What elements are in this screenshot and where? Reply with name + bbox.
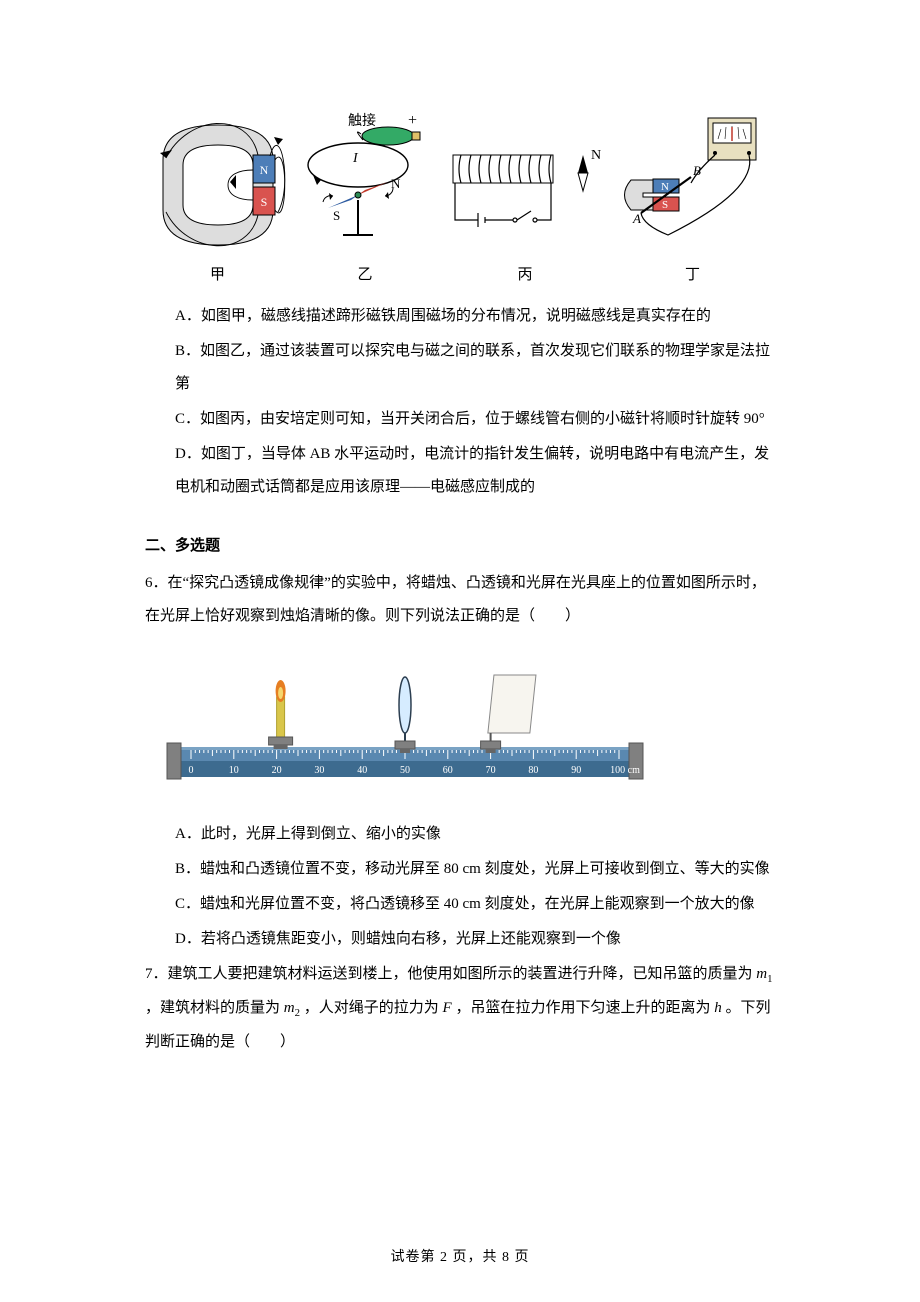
svg-text:10: 10: [229, 765, 239, 776]
svg-text:A: A: [632, 211, 641, 226]
q6-option-b: B．蜡烛和凸透镜位置不变，移动光屏至 80 cm 刻度处，光屏上可接收到倒立、等…: [145, 853, 775, 886]
svg-text:N: N: [591, 148, 601, 163]
q6-option-c: C．蜡烛和光屏位置不变，将凸透镜移至 40 cm 刻度处，在光屏上能观察到一个放…: [145, 888, 775, 921]
q5-option-a: A．如图甲，磁感线描述蹄形磁铁周围磁场的分布情况，说明磁感线是真实存在的: [145, 300, 775, 333]
q7-stem-pre: 7．建筑工人要把建筑材料运送到楼上，他使用如图所示的装置进行升降，已知吊篮的质量…: [145, 966, 756, 982]
figure-bing-label: 丙: [517, 259, 532, 292]
q7-stem-mid3: ，吊篮在拉力作用下匀速上升的距离为: [452, 1000, 715, 1016]
q7-h: h: [714, 1000, 722, 1016]
figure-jia-label: 甲: [210, 259, 225, 292]
svg-text:50: 50: [400, 765, 410, 776]
q5-option-d: D．如图丁，当导体 AB 水平运动时，电流计的指针发生偏转，说明电路中有电流产生…: [145, 438, 775, 504]
section2-title: 二、多选题: [145, 530, 775, 563]
q5-figure-row: N S 甲 触接 +: [145, 110, 775, 292]
svg-text:80: 80: [528, 765, 538, 776]
svg-text:S: S: [260, 195, 267, 209]
svg-text:N: N: [661, 181, 669, 193]
svg-text:40: 40: [357, 765, 367, 776]
svg-text:70: 70: [486, 765, 496, 776]
svg-text:I: I: [352, 151, 359, 166]
q7-m2: m: [284, 1000, 295, 1016]
q7-F: F: [443, 1000, 452, 1016]
svg-text:30: 30: [314, 765, 324, 776]
q6: 6．在“探究凸透镜成像规律”的实验中，将蜡烛、凸透镜和光屏在光具座上的位置如图所…: [145, 567, 775, 956]
figure-bing-svg: N: [443, 135, 608, 255]
q6-figure: 0 10 20 30 40 50 60 70 80 90 100 cm: [165, 647, 775, 810]
figure-ding-svg: N S A B: [613, 115, 773, 255]
q7: 7．建筑工人要把建筑材料运送到楼上，他使用如图所示的装置进行升降，已知吊篮的质量…: [145, 958, 775, 1059]
figure-ding: N S A B 丁: [613, 115, 773, 292]
svg-text:触接: 触接: [348, 112, 376, 129]
svg-text:90: 90: [571, 765, 581, 776]
q5-option-c: C．如图丙，由安培定则可知，当开关闭合后，位于螺线管右侧的小磁针将顺时针旋转 9…: [145, 403, 775, 436]
svg-text:20: 20: [272, 765, 282, 776]
svg-text:0: 0: [189, 765, 194, 776]
svg-text:100 cm: 100 cm: [610, 765, 640, 776]
q7-stem-mid2: ，人对绳子的拉力为: [300, 1000, 443, 1016]
figure-yi-label: 乙: [357, 259, 372, 292]
svg-text:N: N: [259, 163, 268, 177]
q7-stem-mid1: ，建筑材料的质量为: [145, 1000, 284, 1016]
svg-text:60: 60: [443, 765, 453, 776]
q6-option-a: A．此时，光屏上得到倒立、缩小的实像: [145, 818, 775, 851]
figure-yi: 触接 + I S N 乙: [293, 110, 438, 292]
page-footer: 试卷第 2 页，共 8 页: [0, 1243, 920, 1274]
figure-jia: N S 甲: [148, 110, 288, 292]
q6-option-d: D．若将凸透镜焦距变小，则蜡烛向右移，光屏上还能观察到一个像: [145, 923, 775, 956]
q7-m1-sub: 1: [767, 973, 772, 985]
q6-optics-svg: 0 10 20 30 40 50 60 70 80 90 100 cm: [165, 647, 645, 797]
svg-text:B: B: [693, 163, 701, 178]
svg-text:S: S: [661, 199, 667, 211]
figure-bing: N 丙: [443, 135, 608, 292]
q5-option-b: B．如图乙，通过该装置可以探究电与磁之间的联系，首次发现它们联系的物理学家是法拉…: [145, 335, 775, 401]
q6-stem: 6．在“探究凸透镜成像规律”的实验中，将蜡烛、凸透镜和光屏在光具座上的位置如图所…: [145, 567, 775, 633]
q7-m1: m: [756, 966, 767, 982]
figure-ding-label: 丁: [685, 259, 700, 292]
svg-text:S: S: [333, 208, 340, 223]
figure-jia-svg: N S: [148, 110, 288, 255]
svg-text:+: +: [408, 112, 417, 129]
figure-yi-svg: 触接 + I S N: [293, 110, 438, 255]
